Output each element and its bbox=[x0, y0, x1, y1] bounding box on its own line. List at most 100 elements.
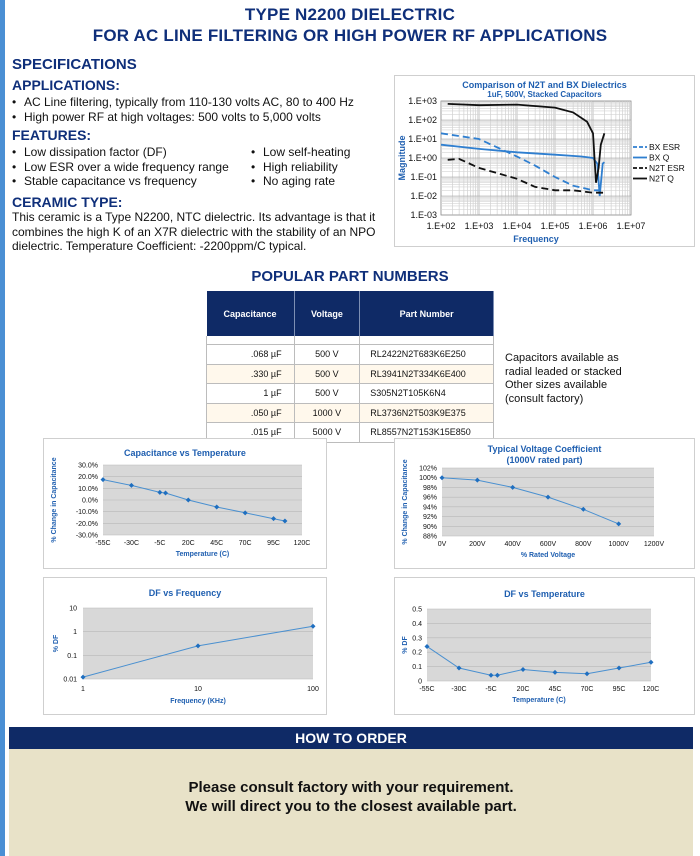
legend-label: BX ESR bbox=[649, 142, 680, 152]
data-point bbox=[494, 672, 500, 678]
legend-label: N2T ESR bbox=[649, 163, 685, 173]
table-row: .330 µF 500 V RL3941N2T334K6E400 bbox=[206, 363, 494, 384]
order-line: Please consult factory with your require… bbox=[188, 779, 514, 796]
column-header: Capacitance bbox=[206, 291, 295, 336]
data-point bbox=[616, 521, 622, 527]
availability-note: Capacitors available as radial leaded or… bbox=[505, 352, 622, 406]
features-list-col2: Low self-heating High reliability No agi… bbox=[251, 145, 350, 189]
ceramic-type-heading: CERAMIC TYPE: bbox=[12, 194, 123, 210]
x-tick-label: 95C bbox=[613, 686, 626, 693]
series-line bbox=[447, 103, 606, 183]
table-cell: 1 µF bbox=[206, 383, 295, 404]
voltage-coefficient-chart: 102% 100% 98% 96% 94% 92% 90% 88%0V 200V 400V 600V… bbox=[402, 459, 665, 559]
data-point bbox=[439, 475, 445, 481]
x-tick-label: 1.E+03 bbox=[465, 221, 494, 231]
capacitance-temperature-chart: 30.0% 20.0% 10.0% 0.0% -10.0% -20.0% -30.0%-55… bbox=[51, 457, 310, 558]
data-point bbox=[584, 671, 590, 677]
y-tick-label: 1.E-01 bbox=[410, 172, 437, 182]
chart-title: Typical Voltage Coefficient bbox=[487, 444, 602, 454]
data-point bbox=[520, 666, 526, 672]
note-line: Capacitors available as bbox=[505, 352, 619, 364]
chart-subtitle: 1uF, 500V, Stacked Capacitors bbox=[487, 90, 602, 99]
data-point bbox=[510, 484, 516, 490]
table-cell: RL3736N2T503K9E375 bbox=[359, 402, 494, 423]
y-tick-label: 94% bbox=[423, 504, 437, 511]
data-point bbox=[163, 490, 169, 496]
applications-heading: APPLICATIONS: bbox=[12, 77, 120, 93]
data-point bbox=[310, 623, 316, 629]
y-tick-label: 0.0% bbox=[82, 498, 98, 505]
left-accent-bar bbox=[0, 0, 5, 856]
table-cell: .330 µF bbox=[206, 363, 295, 384]
y-tick-label: 92% bbox=[423, 514, 437, 521]
x-tick-label: 1200V bbox=[644, 541, 665, 548]
data-point bbox=[195, 643, 201, 649]
data-point bbox=[616, 665, 622, 671]
data-point bbox=[128, 482, 134, 488]
y-tick-label: 10.0% bbox=[78, 486, 98, 493]
list-item: Low self-heating bbox=[251, 145, 350, 160]
series-line bbox=[440, 132, 605, 192]
x-tick-label: -30C bbox=[451, 686, 466, 693]
x-tick-label: -55C bbox=[419, 686, 434, 693]
data-point bbox=[474, 477, 480, 483]
y-tick-label: 10 bbox=[69, 606, 77, 613]
x-tick-label: 400V bbox=[504, 541, 521, 548]
x-tick-label: 95C bbox=[267, 540, 280, 547]
page-title-line-2: FOR AC LINE FILTERING OR HIGH POWER RF A… bbox=[92, 26, 608, 45]
list-item: AC Line filtering, typically from 110-13… bbox=[12, 95, 354, 110]
list-item: No aging rate bbox=[251, 174, 350, 189]
chart-title: DF vs Temperature bbox=[504, 589, 585, 599]
x-tick-label: 1.E+07 bbox=[617, 221, 646, 231]
y-tick-label: -20.0% bbox=[76, 521, 98, 528]
part-numbers-table: Capacitance Voltage Part Number .068 µF … bbox=[206, 291, 494, 443]
y-tick-label: 30.0% bbox=[78, 463, 98, 470]
data-point bbox=[552, 669, 558, 675]
x-tick-label: 20C bbox=[517, 686, 530, 693]
order-line: We will direct you to the closest availa… bbox=[185, 798, 517, 815]
x-tick-label: 70C bbox=[239, 540, 252, 547]
ceramic-line: combines the high K of an X7R dielectric… bbox=[12, 224, 376, 239]
x-tick-label: -5C bbox=[485, 686, 496, 693]
y-tick-label: 0.1 bbox=[67, 653, 77, 660]
x-tick-label: 200V bbox=[469, 541, 486, 548]
data-point bbox=[242, 510, 248, 516]
data-point bbox=[80, 674, 86, 680]
list-item: Low ESR over a wide frequency range bbox=[12, 160, 229, 175]
y-tick-label: -10.0% bbox=[76, 509, 98, 516]
voltage-coefficient-panel: Typical Voltage Coefficient (1000V rated… bbox=[394, 438, 695, 569]
x-tick-label: 1000V bbox=[609, 541, 630, 548]
data-point bbox=[456, 665, 462, 671]
legend-label: BX Q bbox=[649, 153, 670, 163]
list-item: High reliability bbox=[251, 160, 350, 175]
plot-area bbox=[442, 468, 654, 536]
x-tick-label: -5C bbox=[154, 540, 165, 547]
y-tick-label: 1.E+00 bbox=[408, 153, 437, 163]
popular-part-numbers-heading: POPULAR PART NUMBERS bbox=[251, 268, 449, 285]
table-cell: 500 V bbox=[293, 383, 361, 404]
list-item: Stable capacitance vs frequency bbox=[12, 174, 229, 189]
note-line: Other sizes available bbox=[505, 379, 608, 391]
chart-subtitle: (1000V rated part) bbox=[506, 455, 583, 465]
x-tick-label: 600V bbox=[540, 541, 557, 548]
x-tick-label: 800V bbox=[575, 541, 592, 548]
x-tick-label: 1.E+02 bbox=[427, 221, 456, 231]
table-cell: .068 µF bbox=[206, 344, 295, 365]
y-tick-label: 0.4 bbox=[412, 621, 422, 628]
data-point bbox=[488, 672, 494, 678]
x-axis-label: Frequency (KHz) bbox=[170, 698, 226, 705]
y-axis-label: % DF bbox=[53, 634, 60, 652]
table-cell: .050 µF bbox=[206, 402, 295, 423]
plot-area bbox=[427, 609, 651, 681]
df-frequency-chart: 10 1 0.1 0.01 1 10 100 Frequency (KHz) % DF bbox=[53, 606, 319, 706]
features-heading: FEATURES: bbox=[12, 127, 92, 143]
y-tick-label: 1 bbox=[73, 629, 77, 636]
legend-label: N2T Q bbox=[649, 174, 674, 184]
comparison-chart: 1.E+03 1.E+02 1.E+01 1.E+00 1.E-01 1.E-02 1.E-… bbox=[397, 96, 685, 244]
x-tick-label: 0V bbox=[438, 541, 447, 548]
df-frequency-panel: DF vs Frequency 10 1 0.1 0.01 1 10 100 Frequenc… bbox=[43, 577, 327, 715]
table-cell: 500 V bbox=[293, 344, 361, 365]
data-point bbox=[185, 497, 191, 503]
how-to-order-heading: HOW TO ORDER bbox=[9, 727, 693, 749]
series-line bbox=[441, 477, 619, 525]
